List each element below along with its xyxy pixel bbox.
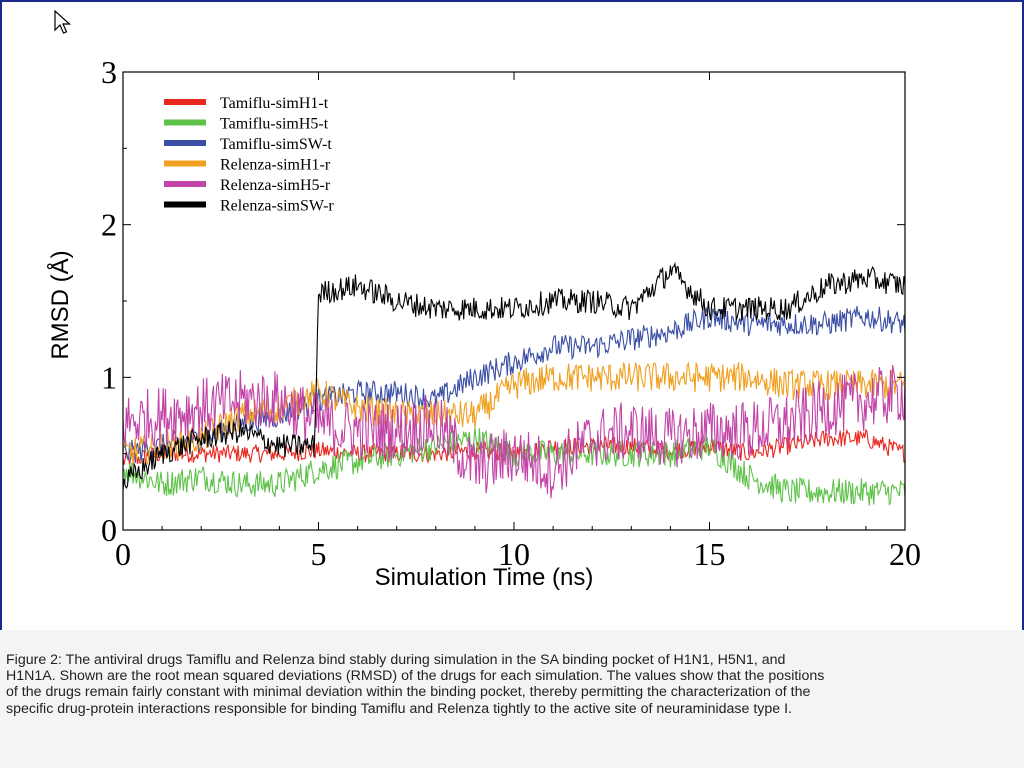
x-tick-label: 0 [115,536,131,572]
legend-label: Relenza-simH5-r [220,177,331,194]
y-tick-label: 0 [101,512,117,548]
legend-swatch [164,181,206,187]
legend-swatch [164,140,206,146]
legend-swatch [164,99,206,105]
series-line-Tamiflu-simH1-t [122,428,906,467]
slide-frame-top [0,0,1024,2]
series-line-Relenza-simSW-r [122,261,906,491]
slide-frame-left [0,0,2,768]
y-axis-label: RMSD (Å) [46,250,74,359]
x-tick-label: 15 [694,536,726,572]
series-line-Relenza-simH5-r [122,364,906,499]
legend-swatch [164,160,206,167]
figure-caption: Figure 2: The antiviral drugs Tamiflu an… [6,652,825,717]
series-line-Relenza-simH1-r [122,361,906,466]
mouse-pointer-icon [54,10,72,34]
series-line-Tamiflu-simSW-t [122,305,906,463]
y-tick-label: 3 [101,54,117,90]
legend-label: Relenza-simSW-r [220,198,334,215]
legend-label: Tamiflu-simSW-t [220,136,332,153]
y-tick-label: 1 [101,359,117,395]
legend-swatch [164,201,206,208]
legend-label: Tamiflu-simH5-t [220,116,329,133]
slide-frame-right [1022,0,1024,768]
x-tick-label: 20 [889,536,921,572]
x-tick-label: 10 [498,536,530,572]
x-axis-label: Simulation Time (ns) [375,564,594,591]
legend-label: Relenza-simH1-r [220,157,331,174]
rmsd-chart: 0 5 10 15 20 0 1 2 3 Simulation Time (ns) RMSD (Å)… [46,54,921,591]
legend-swatch [164,119,206,126]
slide-figure: 0 5 10 15 20 0 1 2 3 Simulation Time (ns) RMSD (Å)… [2,2,1022,630]
x-tick-label: 5 [311,536,327,572]
series-line-Tamiflu-simH5-t [123,427,906,506]
caption-area: Figure 2: The antiviral drugs Tamiflu an… [0,630,1024,768]
y-tick-label: 2 [101,207,117,243]
legend-label: Tamiflu-simH1-t [220,95,329,112]
